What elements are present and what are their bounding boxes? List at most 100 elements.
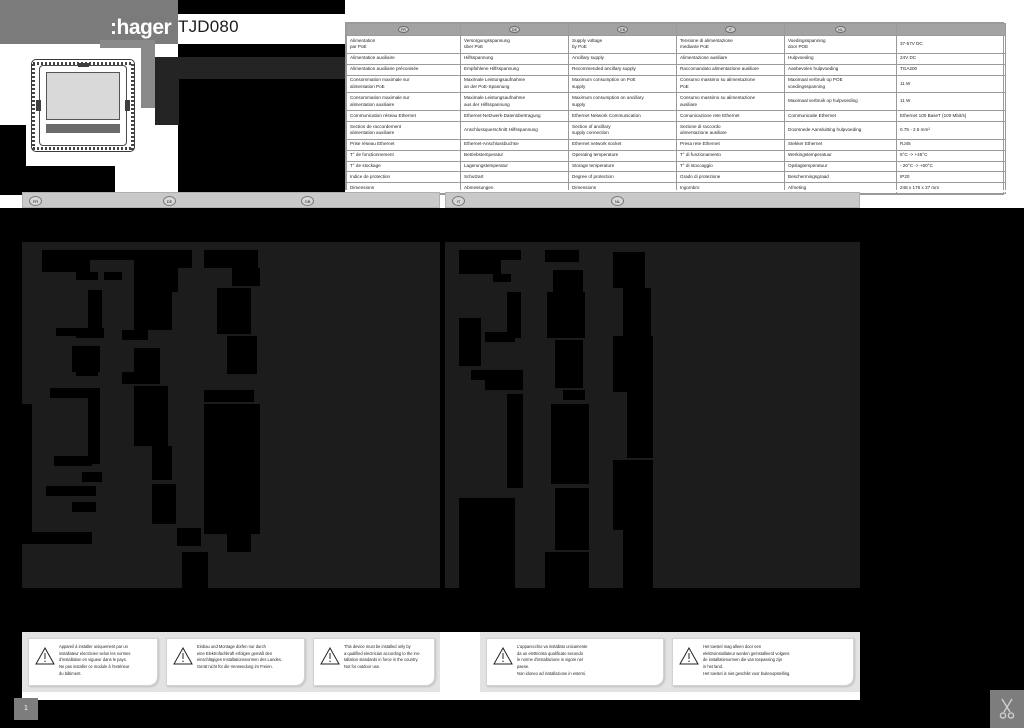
language-bar-left: FR DE GB bbox=[22, 192, 440, 208]
warning-box-fr: Appareil à installer uniquement par un i… bbox=[28, 638, 158, 686]
spec-cell-it: Alimentazione ausiliare bbox=[676, 52, 785, 65]
spec-header-fr: FR bbox=[346, 23, 461, 36]
mounting-dash-left bbox=[32, 64, 35, 150]
spec-cell-de: Maximale Leistungsaufnahme aus der Hilfs… bbox=[460, 92, 569, 112]
spec-cell-de: Schutzart bbox=[460, 171, 569, 184]
spec-cell-fr: T° de fonctionnement bbox=[346, 149, 461, 162]
spec-cell-gb: Maximum consumption on ancillary supply bbox=[568, 92, 677, 112]
spec-header-gb: GB bbox=[568, 23, 677, 36]
spec-cell-it: Raccomandato alimentazione ausiliare bbox=[676, 63, 785, 76]
spec-cell-it: Presa rete Ethernet bbox=[676, 138, 785, 151]
warning-group-left: Appareil à installer uniquement par un i… bbox=[22, 632, 440, 692]
table-bottom-spacer bbox=[345, 190, 1024, 192]
lang-pill-it: IT bbox=[725, 25, 736, 33]
spec-cell-value: Ethernet 100 BaseT (100 Mbit/s) bbox=[896, 110, 1006, 123]
hager-logo: :hager bbox=[110, 16, 172, 39]
device-frame-outer bbox=[31, 59, 135, 152]
device-clip-left bbox=[36, 100, 41, 111]
scissors-icon bbox=[990, 690, 1024, 728]
spec-cell-value: IP20 bbox=[896, 171, 1006, 184]
spec-cell-de: Betriebstemperatur bbox=[460, 149, 569, 162]
spec-cell-nl: Maximaal verbruik op hulpvoeding bbox=[784, 92, 897, 112]
spec-table-row: Prise réseau Ethernet Ethernet-Anschlussb… bbox=[346, 138, 1006, 151]
spec-cell-gb: Ethernet Network Communication bbox=[568, 110, 677, 123]
spec-cell-nl: Aanbevolen hulpvoeding bbox=[784, 63, 897, 76]
lang-pill-fr: FR bbox=[398, 25, 409, 33]
spec-cell-gb: Ethernet network socket bbox=[568, 138, 677, 151]
spec-cell-de: Ethernet-Netzwerk-Datenübertragung bbox=[460, 110, 569, 123]
left-edge-redaction bbox=[0, 208, 22, 700]
spec-cell-de: Versorgungsspannung über PoE bbox=[460, 35, 569, 54]
content-panel-left bbox=[22, 208, 440, 620]
content-panel-right bbox=[445, 208, 860, 620]
product-illustration bbox=[26, 48, 141, 166]
content-lang-pill-it: IT bbox=[452, 196, 465, 206]
spec-header-de: DE bbox=[460, 23, 569, 36]
spec-cell-value: RJ45 bbox=[896, 138, 1006, 151]
spec-cell-gb: Maximum consumption on PoE supply bbox=[568, 74, 677, 94]
mounting-dash-bottom bbox=[33, 147, 133, 150]
spec-table-row: T° de stockage Lagerungstemperatur Storage… bbox=[346, 160, 1006, 173]
warning-triangle-icon bbox=[320, 647, 340, 667]
header-redaction-bar-b bbox=[155, 57, 179, 125]
spec-table-row: Consommation maximale sur alimentation P… bbox=[346, 74, 1006, 94]
spec-cell-gb: Operating temperature bbox=[568, 149, 677, 162]
spec-table-row: T° de fonctionnement Betriebstemperatur Op… bbox=[346, 149, 1006, 162]
spec-cell-it: T° di funzionamento bbox=[676, 149, 785, 162]
spec-table-row: Indice de protection Schutzart Degree of p… bbox=[346, 171, 1006, 184]
header-redaction-left bbox=[0, 125, 26, 195]
content-lang-pill-fr: FR bbox=[29, 196, 42, 206]
warning-box-gb: This device must be installed only by a … bbox=[313, 638, 435, 686]
header-redaction-top bbox=[178, 0, 345, 14]
spec-cell-nl: Communicatie Ethernet bbox=[784, 110, 897, 123]
device-bottom-strip bbox=[46, 124, 120, 133]
spec-cell-gb: Recommended ancillary supply bbox=[568, 63, 677, 76]
spec-cell-fr: Alimentation par PoE bbox=[346, 35, 461, 54]
spec-cell-fr: T° de stockage bbox=[346, 160, 461, 173]
spec-cell-gb: Supply voltage by PoE bbox=[568, 35, 677, 54]
warning-box-de: Einbau und Montage dürfen nur durch eine… bbox=[166, 638, 305, 686]
spec-cell-value: TGA200 bbox=[896, 63, 1006, 76]
spec-table-row: Consommation maximale sur alimentation a… bbox=[346, 92, 1006, 112]
spec-table-row: Alimentation auxiliaire Hilfsspannung Anci… bbox=[346, 52, 1006, 65]
warning-text-de: Einbau und Montage dürfen nur durch eine… bbox=[197, 644, 283, 669]
spec-cell-it: Grado di protezione bbox=[676, 171, 785, 184]
spec-cell-nl: Beschermingsgraad bbox=[784, 171, 897, 184]
warning-text-fr: Appareil à installer uniquement par un i… bbox=[59, 644, 131, 676]
spec-header-it: IT bbox=[676, 23, 785, 36]
spec-cell-fr: Consommation maximale sur alimentation P… bbox=[346, 74, 461, 94]
warning-group-right: L'apparecchio va installato unicamente d… bbox=[480, 632, 860, 692]
spec-cell-fr: Alimentation auxiliaire bbox=[346, 52, 461, 65]
spec-cell-nl: Opslagtemperatuur bbox=[784, 160, 897, 173]
spec-cell-nl: Stekker Ethernet bbox=[784, 138, 897, 151]
spec-cell-fr: Indice de protection bbox=[346, 171, 461, 184]
spec-cell-it: Sezione di raccordo alimentazione ausili… bbox=[676, 121, 785, 140]
language-bar-right: IT NL bbox=[445, 192, 860, 208]
spec-cell-value: 5°C -> +45°C bbox=[896, 149, 1006, 162]
lang-pill-gb: GB bbox=[617, 25, 628, 33]
spec-cell-value: 0.75 - 2.5 mm² bbox=[896, 121, 1006, 140]
spec-cell-nl: Hulpvoeding bbox=[784, 52, 897, 65]
mounting-dash-right bbox=[131, 64, 134, 150]
spec-table-header-row: FR DE GB IT NL bbox=[346, 23, 1006, 36]
spec-cell-de: Lagerungstemperatur bbox=[460, 160, 569, 173]
spec-cell-fr: Section de raccordement alimentation aux… bbox=[346, 121, 461, 140]
spec-header-nl: NL bbox=[784, 23, 897, 36]
content-lang-pill-nl: NL bbox=[611, 196, 624, 206]
spec-cell-it: Comunicazione rete Ethernet bbox=[676, 110, 785, 123]
footer-bar bbox=[0, 700, 1024, 728]
lang-pill-de: DE bbox=[509, 25, 520, 33]
spec-cell-it: Consumo massimo su alimentazione ausilia… bbox=[676, 92, 785, 112]
spec-table-row: Alimentation auxiliaire préconisée Empfoh… bbox=[346, 63, 1006, 76]
header-redaction-bar-a bbox=[155, 57, 353, 79]
spec-table-row: Alimentation par PoE Versorgungsspannung … bbox=[346, 35, 1006, 54]
spec-cell-gb: Section of ancillary supply connection bbox=[568, 121, 677, 140]
spec-cell-fr: Alimentation auxiliaire préconisée bbox=[346, 63, 461, 76]
warning-box-nl: Het toestel mag alleen door een elektroi… bbox=[672, 638, 854, 686]
spec-cell-value: 24V DC bbox=[896, 52, 1006, 65]
spec-cell-it: T° di stoccaggio bbox=[676, 160, 785, 173]
spec-cell-value: 11 W bbox=[896, 92, 1006, 112]
spec-cell-nl: Maximaal verbruik op POE voedingsspannin… bbox=[784, 74, 897, 94]
warning-text-nl: Het toestel mag alleen door een elektroi… bbox=[703, 644, 791, 676]
